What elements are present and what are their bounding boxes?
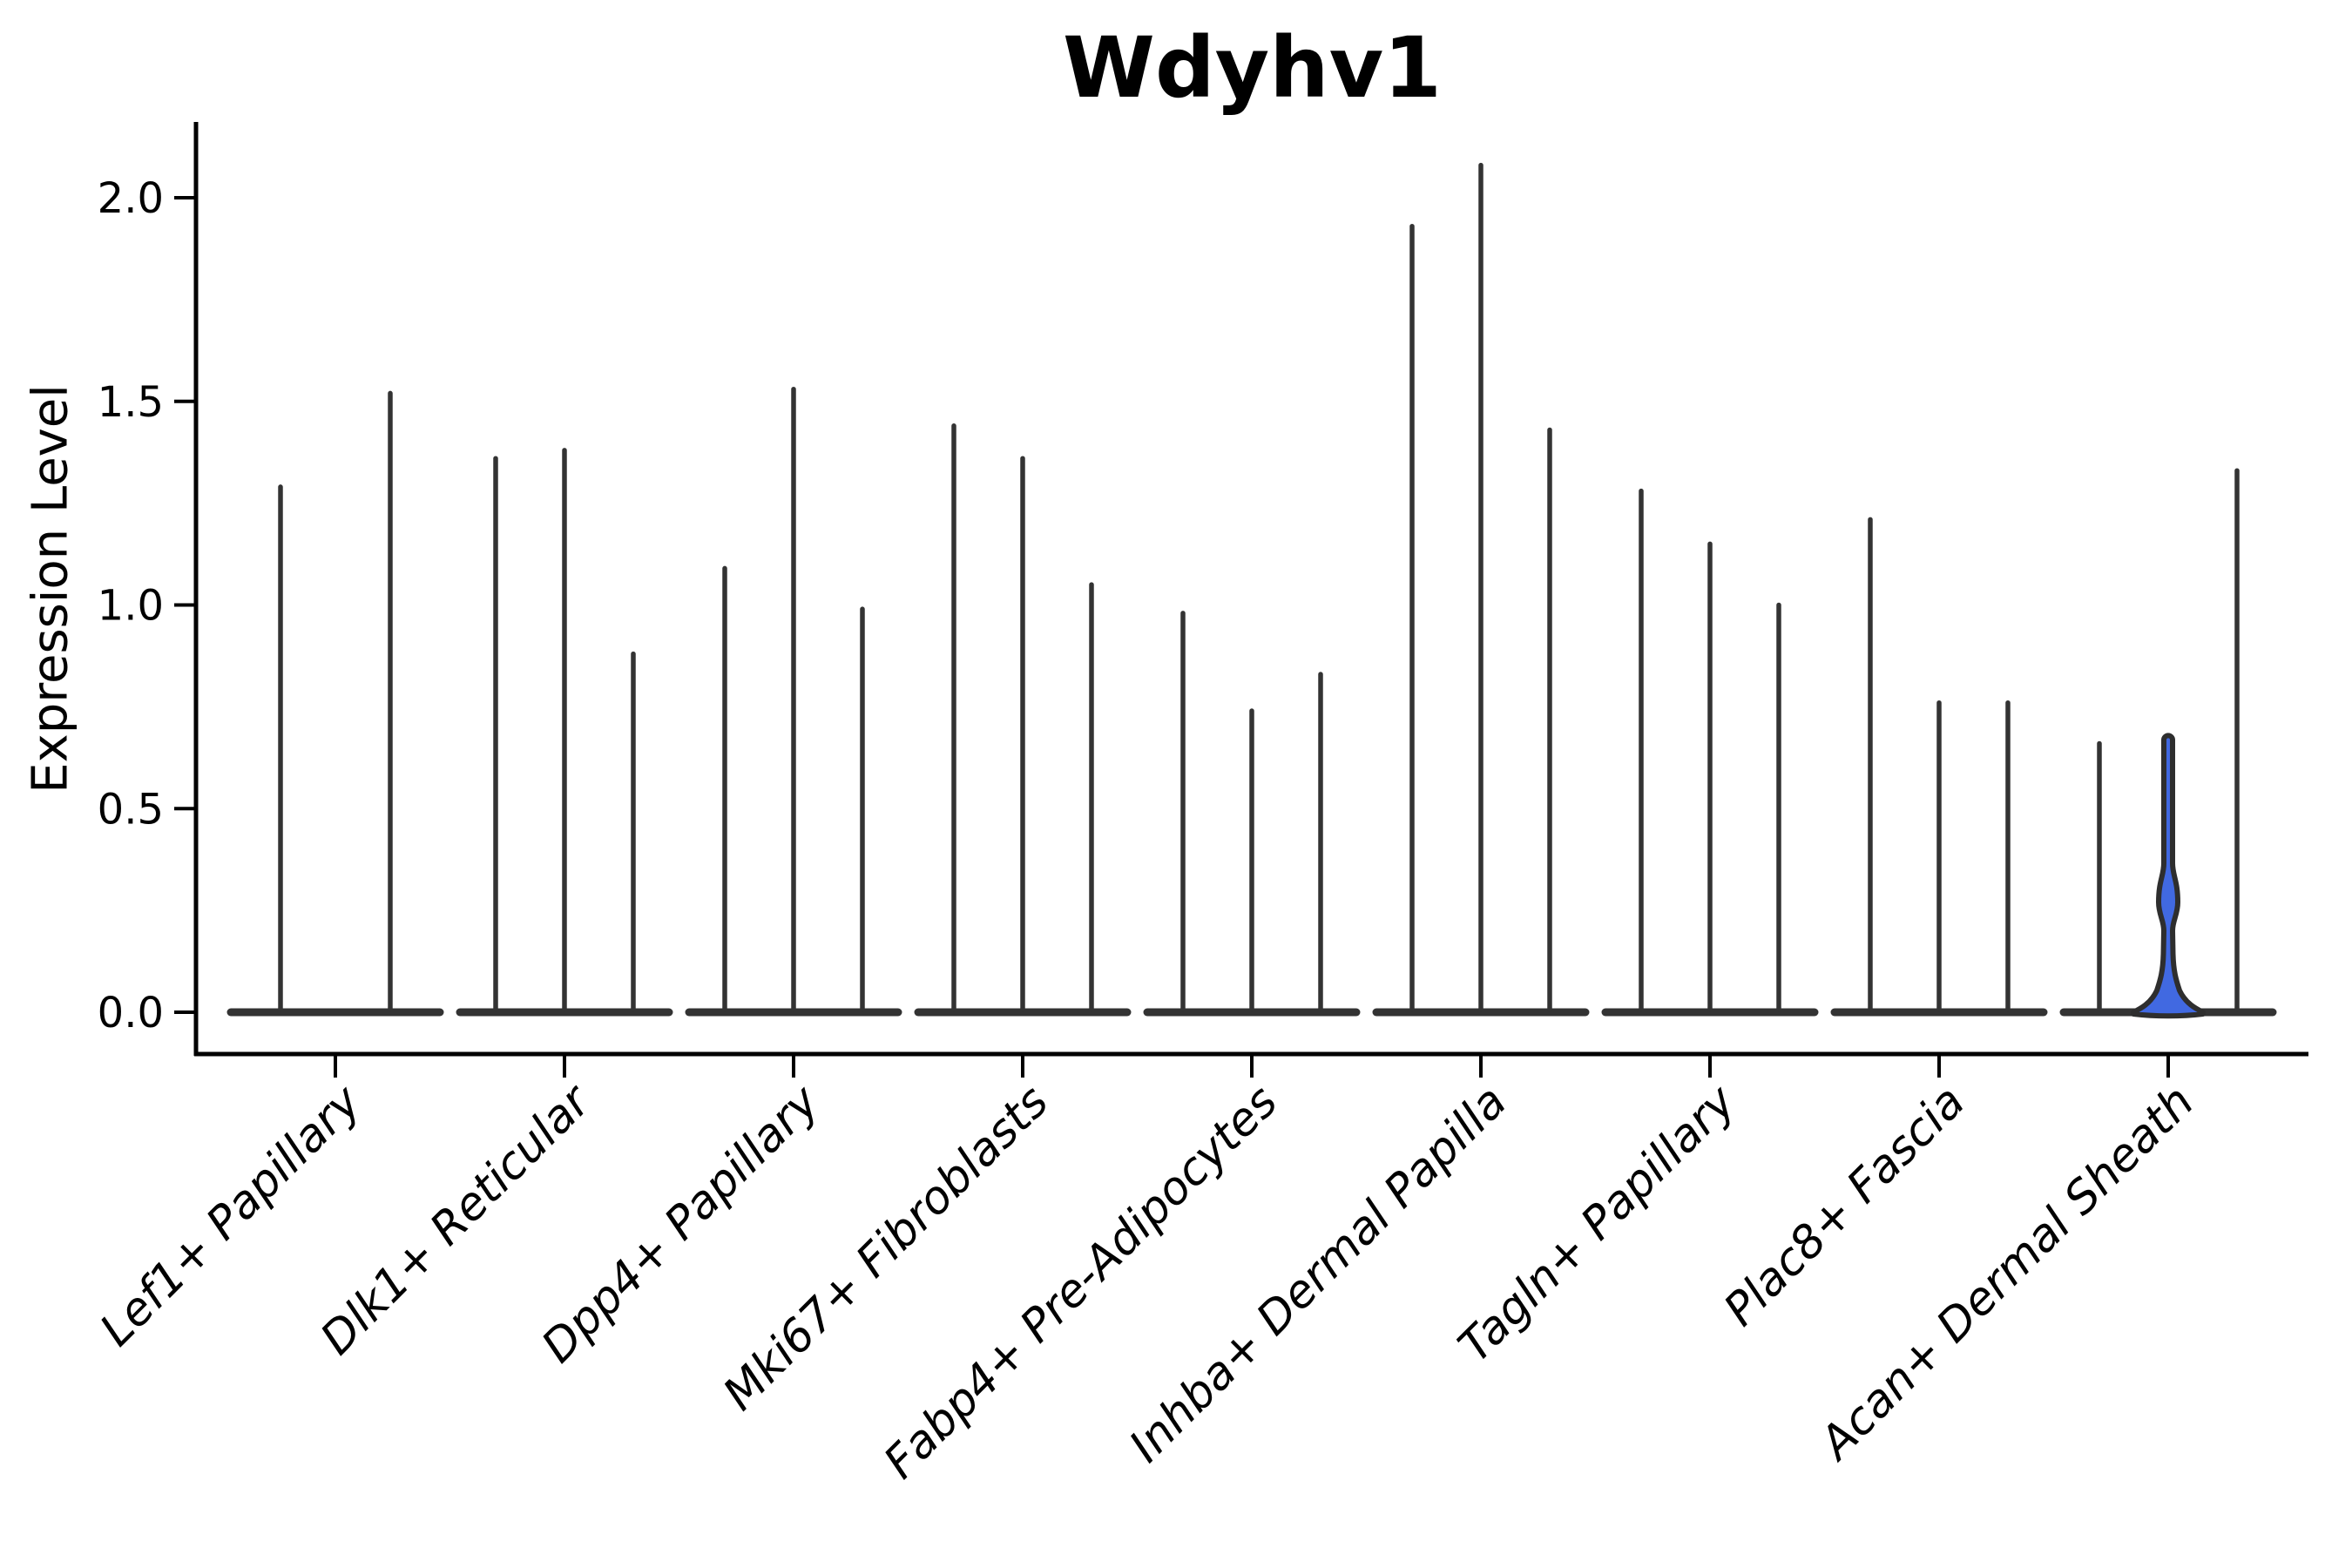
y-tick-label: 2.0 <box>98 174 164 223</box>
y-tick-label: 0.0 <box>98 989 164 1037</box>
highlighted-violin <box>2131 733 2206 1019</box>
y-tick-label: 0.5 <box>98 785 164 834</box>
x-tick-label: Plac8+ Fascia <box>1714 1076 1975 1336</box>
x-tick-label: Fabp4+ Pre-Adipocytes <box>875 1076 1288 1490</box>
chart-title: Wdyhv1 <box>1063 19 1442 117</box>
y-tick-label: 1.5 <box>98 378 164 427</box>
y-tick-label: 1.0 <box>98 582 164 631</box>
x-tick-label: Acan+ Dermal Sheath <box>1808 1076 2204 1471</box>
x-tick-label: Inhba+ Dermal Papilla <box>1119 1076 1517 1473</box>
